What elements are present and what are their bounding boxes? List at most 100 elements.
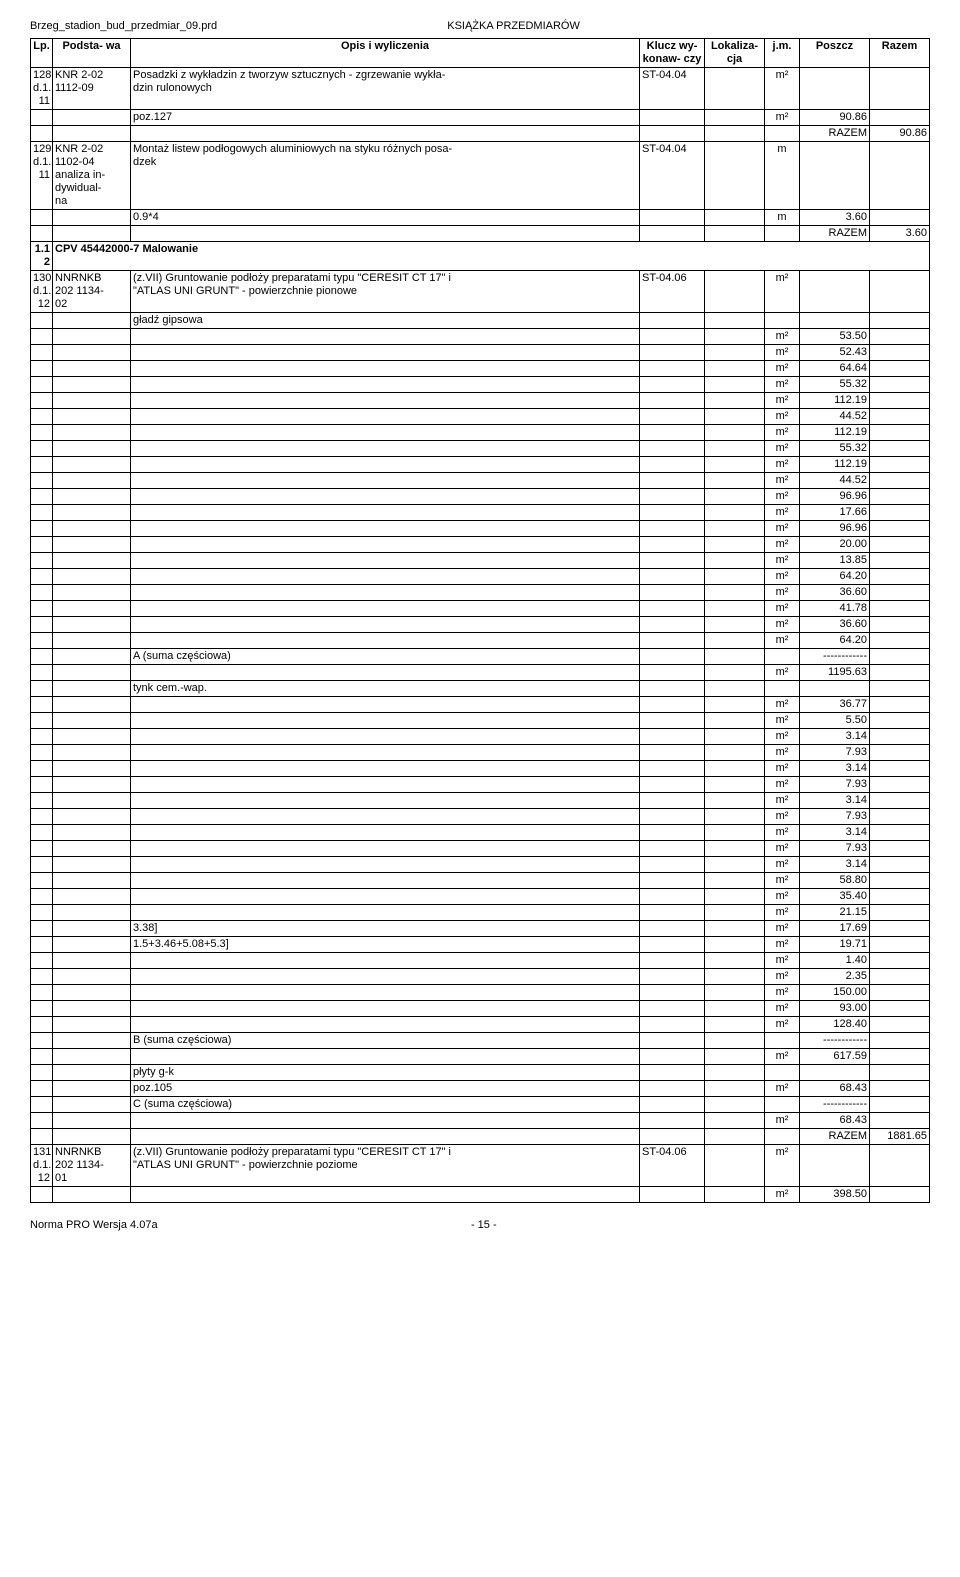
cell-jm: m² [765,777,800,793]
cell-klucz [640,1001,705,1017]
calc-row: 1.5+3.46+5.08+5.3]m²19.71 [31,937,930,953]
cell-pod [53,1081,131,1097]
cell-lok [705,969,765,985]
cell-jm: m² [765,985,800,1001]
cell-pod [53,569,131,585]
cell-klucz [640,313,705,329]
cell-klucz [640,110,705,126]
cell-pod [53,441,131,457]
cell-jm: m² [765,761,800,777]
calc-row: tynk cem.-wap. [31,681,930,697]
cell-pod [53,697,131,713]
cell-pos: 3.14 [800,729,870,745]
calc-row: m²64.20 [31,633,930,649]
cell-lp [31,729,53,745]
cell-jm: m² [765,1001,800,1017]
cell-klucz [640,489,705,505]
col-lok: Lokaliza- cja [705,39,765,68]
cell-opis [131,761,640,777]
header-left: Brzeg_stadion_bud_przedmiar_09.prd [30,20,217,32]
cell-pos: 64.64 [800,361,870,377]
cell-lp [31,210,53,226]
calc-row: m²41.78 [31,601,930,617]
cell-pod [53,329,131,345]
cell-pos: ------------ [800,649,870,665]
calc-row: m²55.32 [31,441,930,457]
cell-pos [800,1065,870,1081]
cell-pos [800,313,870,329]
cell-pod [53,681,131,697]
cell-opis [131,569,640,585]
cell-pod [53,457,131,473]
calc-row: m²58.80 [31,873,930,889]
cell-pos: 64.20 [800,569,870,585]
cell-pod [53,393,131,409]
item-row: 130d.1.12NNRNKB202 1134-02(z.VII) Grunto… [31,271,930,313]
cell-jm: m² [765,409,800,425]
cell-opis [131,745,640,761]
cell-opis [131,857,640,873]
cell-raz [870,505,930,521]
calc-row: m²17.66 [31,505,930,521]
cell-opis [131,1113,640,1129]
cell-lp [31,425,53,441]
cell-raz [870,1001,930,1017]
cell-klucz [640,889,705,905]
calc-row: m²44.52 [31,473,930,489]
calc-row: m²2.35 [31,969,930,985]
calc-row: m²36.60 [31,617,930,633]
cell-jm: m² [765,521,800,537]
cell-jm: m² [765,745,800,761]
cell-pod [53,1001,131,1017]
cell-klucz [640,521,705,537]
cell-lp [31,1001,53,1017]
cell-klucz: ST-04.04 [640,68,705,110]
cell-pod [53,1113,131,1129]
cell-pos: 112.19 [800,457,870,473]
cell-klucz [640,441,705,457]
cell-jm: m² [765,905,800,921]
cell-pos: 64.20 [800,633,870,649]
razem-label: RAZEM [800,126,870,142]
cell-pod [53,713,131,729]
cell-opis [131,713,640,729]
calc-row: 3.38]m²17.69 [31,921,930,937]
cell-raz [870,1033,930,1049]
cell-jm [765,1033,800,1049]
cell-pos: 96.96 [800,489,870,505]
cell-opis: poz.127 [131,110,640,126]
calc-row: m²36.60 [31,585,930,601]
cell-lp: 129d.1.11 [31,142,53,210]
cell-pod [53,985,131,1001]
cell-pod [53,505,131,521]
cell-opis [131,585,640,601]
cell-raz [870,697,930,713]
cell-lok [705,889,765,905]
cell-raz [870,1145,930,1187]
cell-pod [53,409,131,425]
cell-raz [870,729,930,745]
cell-opis [131,473,640,489]
cell-lp [31,505,53,521]
cell-lp [31,857,53,873]
cell-pos: 96.96 [800,521,870,537]
cell-pos: 3.14 [800,793,870,809]
cell-opis [131,633,640,649]
cell-lp [31,553,53,569]
cell-jm: m² [765,553,800,569]
cell-raz [870,761,930,777]
cell-jm [765,1065,800,1081]
cell-lp [31,329,53,345]
cell-klucz [640,473,705,489]
cell-klucz [640,841,705,857]
cell-raz [870,745,930,761]
cell-lp [31,937,53,953]
cell-lp [31,457,53,473]
cell-lok [705,271,765,313]
cell-lok [705,809,765,825]
cell-jm: m² [765,889,800,905]
cell-raz [870,809,930,825]
cell-pos: 1.40 [800,953,870,969]
cell-klucz: ST-04.04 [640,142,705,210]
cell-klucz [640,585,705,601]
